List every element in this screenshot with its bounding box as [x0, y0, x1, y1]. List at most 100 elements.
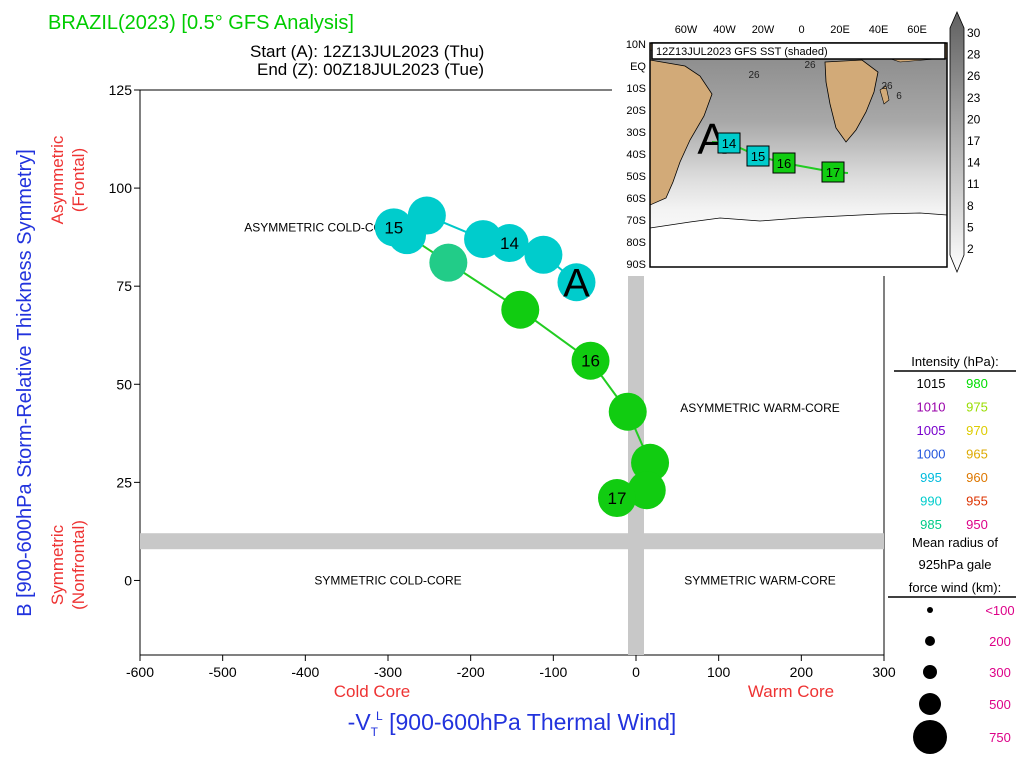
x-tick-label: -100 [539, 664, 567, 680]
inset-track-label: 16 [777, 156, 791, 171]
warm-core-label: Warm Core [748, 682, 834, 701]
radius-legend-label: 500 [989, 697, 1011, 712]
intensity-legend-entry: 950 [966, 517, 988, 532]
chart-title: BRAZIL(2023) [0.5° GFS Analysis] [48, 12, 354, 34]
inset-lat-label: 20S [626, 105, 646, 117]
symmetry-divider-bar [140, 533, 884, 550]
track-point [631, 443, 670, 482]
intensity-legend-entry: 970 [966, 423, 988, 438]
radius-legend-dot [925, 636, 935, 646]
x-tick-label: -200 [457, 664, 485, 680]
radius-legend-dot [919, 693, 941, 715]
intensity-legend-entry: 995 [920, 470, 942, 485]
y-tick-label: 50 [116, 376, 132, 392]
x-tick-label: -500 [209, 664, 237, 680]
track-point [524, 235, 563, 274]
track-point [557, 263, 596, 302]
sst-inset-map: 12Z13JUL2023 GFS SST (shaded) 60W 40W 20W 0… [612, 10, 981, 276]
colorbar-label: 17 [967, 134, 981, 148]
inset-sst-label: 6 [896, 91, 902, 102]
intensity-legend-entry: 965 [966, 447, 988, 462]
colorbar-label: 5 [967, 220, 974, 234]
inset-lon-label: 20W [752, 24, 775, 36]
intensity-legend-title: Intensity (hPa): [911, 354, 998, 369]
y-axis-label: B [900-600hPa Storm-Relative Thickness S… [14, 149, 36, 617]
colorbar-label: 20 [967, 112, 981, 126]
inset-lat-label: 30S [626, 127, 646, 139]
x-axis-label-sup: L [376, 709, 383, 723]
antarctica-landmass [650, 212, 947, 267]
colorbar-label: 28 [967, 48, 981, 62]
track-point-label: 16 [581, 352, 600, 371]
intensity-legend-entry: 985 [920, 517, 942, 532]
y-tick-label: 25 [116, 474, 132, 490]
track-point [627, 471, 666, 510]
x-tick-label: 200 [790, 664, 814, 680]
colorbar-label: 11 [967, 177, 980, 191]
cyclone-track: A 14 15 16 17 [374, 196, 670, 518]
colorbar-label: 26 [967, 69, 981, 83]
intensity-legend-entry: 1000 [917, 447, 946, 462]
inset-longitude-labels: 60W 40W 20W 0 20E 40E 60E [675, 24, 927, 36]
track-point [429, 243, 468, 282]
track-point [501, 290, 540, 329]
inset-lon-label: 20E [830, 24, 850, 36]
madagascar-landmass [879, 85, 890, 105]
track-point [608, 392, 647, 431]
x-axis-label-sub: T [371, 725, 379, 739]
track-point [597, 479, 636, 518]
inset-lat-label: 50S [626, 171, 646, 183]
inset-track-marker [772, 152, 796, 174]
x-tick-label: -600 [126, 664, 154, 680]
x-tick-label: -300 [374, 664, 402, 680]
symmetric-label: Symmetric [48, 524, 67, 605]
nonfrontal-label: (Nonfrontal) [69, 520, 88, 610]
inset-title: 12Z13JUL2023 GFS SST (shaded) [656, 46, 828, 58]
colorbar-label: 8 [967, 199, 974, 213]
track-point [571, 341, 610, 380]
end-time: End (Z): 00Z18JUL2023 (Tue) [257, 60, 484, 79]
frontal-label: (Frontal) [69, 148, 88, 212]
inset-sst-label: 26 [748, 70, 760, 81]
inset-track-label: 17 [826, 165, 840, 180]
y-axis-ticks: 0 25 50 75 100 125 [109, 82, 140, 588]
inset-lat-label: 40S [626, 149, 646, 161]
radius-legend-title-2: 925hPa gale [918, 557, 991, 572]
inset-lon-label: 60E [907, 24, 927, 36]
track-point-label: A [563, 261, 590, 305]
inset-sst-label: 26 [881, 81, 893, 92]
x-tick-label: 300 [872, 664, 896, 680]
y-tick-label: 0 [124, 572, 132, 588]
intensity-legend-entry: 975 [966, 400, 988, 415]
track-point [388, 216, 427, 255]
quadrant-label: ASYMMETRIC WARM-CORE [680, 401, 840, 415]
intensity-legend-entry: 1015 [917, 376, 946, 391]
colorbar-label: 2 [967, 242, 974, 256]
inset-track-marker [746, 145, 770, 167]
africa-landmass [824, 59, 879, 143]
radius-legend-dot [913, 720, 947, 754]
radius-legend-title-1: Mean radius of [912, 535, 998, 550]
inset-latitude-labels: 10N EQ 10S 20S 30S 40S 50S 60S 70S 80S 90S [626, 39, 647, 271]
intensity-legend-entry: 980 [966, 376, 988, 391]
inset-lon-label: 40E [869, 24, 889, 36]
start-time: Start (A): 12Z13JUL2023 (Thu) [250, 42, 484, 61]
radius-legend-dot [923, 665, 937, 679]
radius-legend-dot [927, 607, 933, 613]
inset-title-box [651, 42, 946, 60]
track-point [464, 220, 503, 259]
y-tick-label: 100 [109, 180, 133, 196]
inset-lon-label: 60W [675, 24, 698, 36]
track-point-label: 14 [500, 234, 519, 253]
intensity-legend-entry: 1010 [917, 400, 946, 415]
radius-legend-label: 750 [989, 730, 1011, 745]
intensity-legend-entry: 955 [966, 494, 988, 509]
inset-lat-label: 10S [626, 83, 646, 95]
inset-lat-label: 60S [626, 193, 646, 205]
radius-legend-title-3: force wind (km): [909, 580, 1001, 595]
intensity-legend-entry: 1005 [917, 423, 946, 438]
track-point-label: 17 [608, 489, 627, 508]
